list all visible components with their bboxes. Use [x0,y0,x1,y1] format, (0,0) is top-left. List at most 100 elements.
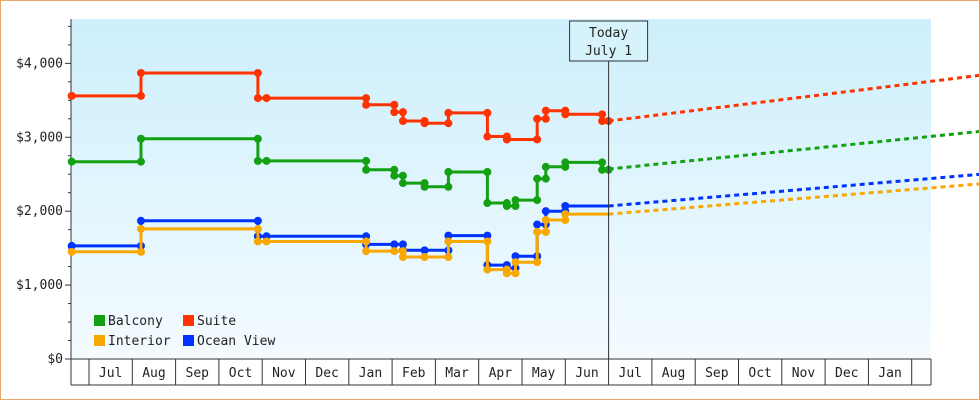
data-point-ocean-view [541,207,550,216]
data-point-interior [67,247,76,256]
series-interior [67,182,979,278]
data-point-balcony [444,182,453,191]
month-label: Nov [792,366,816,381]
data-point-interior [561,216,570,225]
data-point-suite [398,108,407,117]
month-label: Jun [575,366,598,381]
data-point-ocean-view [444,231,453,240]
data-point-suite [502,135,511,144]
data-point-balcony [136,134,145,143]
data-point-balcony [253,156,262,165]
month-label: Jul [619,366,642,381]
month-label: Jul [99,366,122,381]
data-point-balcony [420,182,429,191]
data-point-suite [541,106,550,115]
month-label: Aug [142,366,165,381]
today-label-box [569,20,649,62]
legend-swatch-balcony [94,315,105,326]
data-point-ocean-view [253,216,262,225]
data-point-suite [136,68,145,77]
data-point-balcony [362,156,371,165]
data-point-interior [444,253,453,261]
data-point-balcony [598,165,607,174]
data-point-suite [533,114,542,123]
data-point-ocean-view [561,202,570,210]
month-label: Sep [705,366,729,381]
series-layer [67,68,979,278]
data-point-balcony [362,165,371,174]
data-point-suite [390,100,399,109]
legend-label-interior: Interior [108,334,171,349]
data-point-suite [598,117,607,125]
data-point-interior [253,237,262,246]
data-point-balcony [390,165,399,174]
data-point-balcony [541,174,550,183]
data-point-interior [541,227,550,236]
data-point-suite [262,94,271,103]
y-tick-label: $0 [47,352,63,367]
data-point-interior [541,216,550,225]
data-point-interior [398,247,407,256]
legend-label-balcony: Balcony [108,314,163,329]
today-label: Today [589,26,628,41]
y-tick-label: $2,000 [16,204,63,219]
data-point-ocean-view [483,231,492,240]
data-point-interior [502,269,511,278]
data-point-interior [136,247,145,256]
data-point-ocean-view [390,240,399,249]
data-point-balcony [136,157,145,166]
data-point-ocean-view [398,240,407,249]
data-point-balcony [511,196,520,205]
month-label: Sep [186,366,210,381]
data-point-ocean-view [136,216,145,225]
data-point-balcony [598,158,607,167]
data-point-balcony [511,202,520,210]
month-label: Jan [359,366,382,381]
legend-swatch-ocean-view [183,335,194,346]
data-point-interior [483,265,492,274]
data-point-interior [362,237,371,246]
data-point-suite [253,68,262,77]
data-point-balcony [541,162,550,171]
data-point-ocean-view [420,246,429,255]
data-point-interior [483,237,492,246]
data-point-interior [561,210,570,219]
data-point-ocean-view [67,241,76,250]
data-point-balcony [253,134,262,143]
data-point-interior [390,247,399,256]
plot-background [71,19,931,359]
axes: $0 $1,000 $2,000 $3,000 $4,000 Jul Aug Sep Oct No… [16,19,932,386]
data-point-suite [533,135,542,144]
data-point-balcony [67,157,76,166]
data-point-suite [136,91,145,100]
data-point-suite [561,110,570,119]
today-annotation: Today July 1 [569,20,649,359]
data-point-balcony [262,156,271,165]
month-label: Mar [445,366,469,381]
today-date-label: July 1 [585,44,632,59]
data-point-ocean-view [533,220,542,229]
month-label: May [532,366,556,381]
month-label: Nov [272,366,296,381]
data-point-interior [444,237,453,246]
y-tick-label: $1,000 [16,278,63,293]
data-point-interior [253,224,262,233]
data-point-interior [398,253,407,261]
data-point-suite [362,94,371,103]
month-label: Oct [748,366,771,381]
data-point-interior [420,253,429,261]
data-point-interior [362,247,371,256]
data-point-suite [362,100,371,109]
data-point-suite [253,94,262,103]
data-point-interior [533,227,542,236]
data-point-balcony [502,202,511,210]
data-point-ocean-view [511,252,520,261]
data-point-balcony [390,171,399,180]
month-label: Dec [315,366,338,381]
data-point-suite [541,114,550,123]
data-point-interior [262,237,271,246]
data-point-suite [483,108,492,117]
legend-label-ocean-view: Ocean View [197,334,275,349]
data-point-balcony [483,168,492,176]
